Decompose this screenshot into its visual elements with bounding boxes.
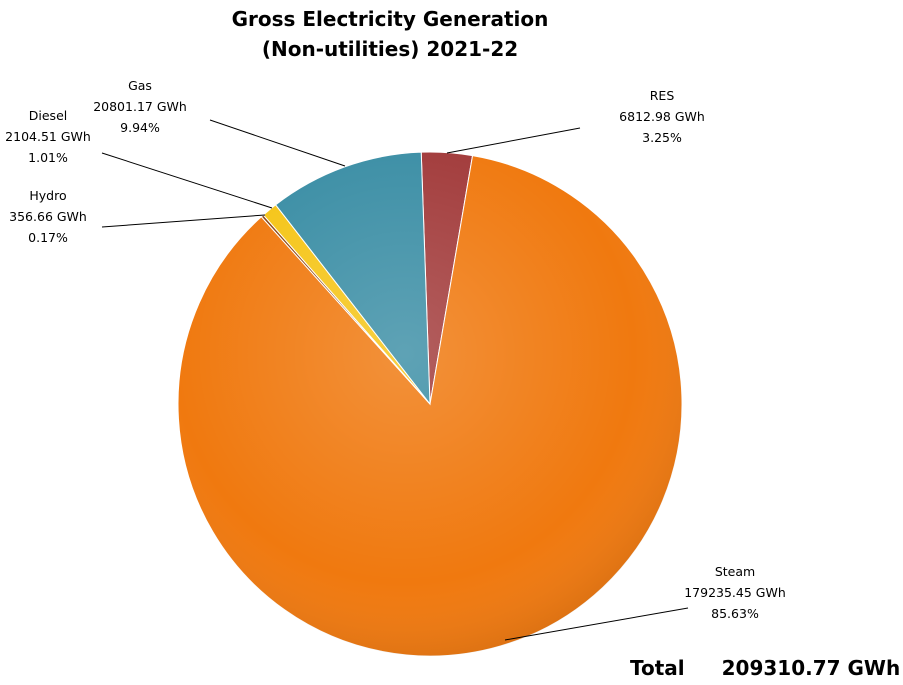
slice-label-hydro: Hydro 356.66 GWh 0.17% [9, 188, 87, 245]
slice-label-steam: Steam 179235.45 GWh 85.63% [684, 564, 786, 621]
chart-title-line-2: (Non-utilities) 2021-22 [261, 37, 519, 61]
leader-lines [101, 119, 689, 641]
total-label: Total [630, 656, 685, 680]
leader-line-diesel [101, 152, 273, 209]
slice-label-diesel: Diesel 2104.51 GWh 1.01% [5, 108, 91, 165]
chart-title-line-1: Gross Electricity Generation [231, 7, 549, 31]
leader-line-hydro [101, 214, 266, 228]
total-value: 209310.77 GWh [721, 656, 901, 680]
leader-line-res [446, 127, 581, 154]
pie-slices [177, 151, 683, 657]
chart-title: Gross Electricity Generation (Non-utilit… [140, 4, 640, 64]
total-row: Total 209310.77 GWh [630, 656, 900, 680]
slice-label-res: RES 6812.98 GWh 3.25% [619, 88, 705, 145]
slice-labels: RES 6812.98 GWh 3.25% Steam 179235.45 GWh 85.… [5, 78, 786, 621]
leader-line-gas [209, 119, 346, 167]
slice-label-gas: Gas 20801.17 GWh 9.94% [93, 78, 187, 135]
leader-line-steam [504, 607, 689, 641]
